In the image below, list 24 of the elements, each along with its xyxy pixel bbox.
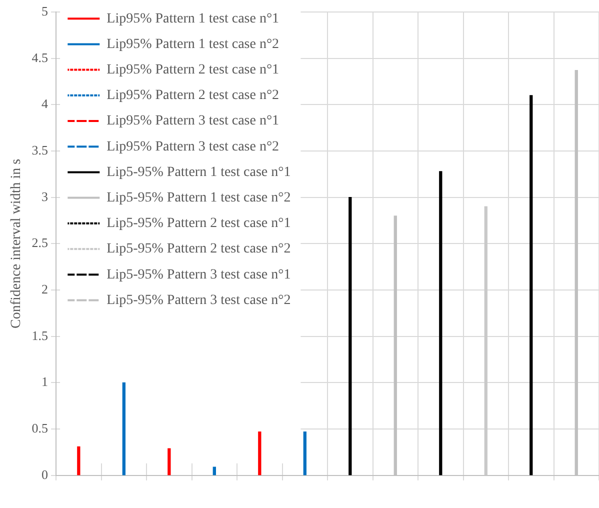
y-tick-label: 0.5 — [32, 420, 48, 436]
y-tick-label: 3 — [42, 188, 48, 204]
y-tick-label: 4 — [42, 96, 49, 112]
legend-label: Lip5-95% Pattern 1 test case n°1 — [106, 164, 291, 180]
y-axis-title: Confidence interval width in s — [9, 158, 24, 328]
y-tick-label: 2.5 — [32, 235, 48, 250]
y-tick-label: 1 — [42, 374, 48, 390]
legend-label: Lip5-95% Pattern 2 test case n°2 — [106, 242, 291, 257]
legend-label: Lip5-95% Pattern 2 test case n°1 — [106, 216, 291, 232]
legend-label: Lip95% Pattern 2 test case n°1 — [106, 62, 280, 78]
legend-label: Lip95% Pattern 1 test case n°1 — [106, 11, 280, 26]
y-tick-label: 2 — [42, 281, 48, 296]
legend-label: Lip95% Pattern 1 test case n°2 — [106, 36, 280, 52]
legend-label: Lip95% Pattern 2 test case n°2 — [106, 88, 280, 104]
legend-label: Lip5-95% Pattern 3 test case n°2 — [106, 292, 291, 308]
legend-label: Lip95% Pattern 3 test case n°2 — [106, 139, 280, 154]
y-tick-label: 4.5 — [32, 50, 48, 65]
y-tick-label: 1.5 — [32, 328, 48, 343]
legend-label: Lip5-95% Pattern 3 test case n°1 — [106, 267, 291, 282]
legend-label: Lip5-95% Pattern 1 test case n°2 — [106, 190, 291, 206]
y-tick-label: 0 — [42, 466, 48, 482]
y-tick-label: 5 — [42, 3, 48, 18]
legend-label: Lip95% Pattern 3 test case n°1 — [106, 114, 280, 129]
y-tick-label: 3.5 — [32, 142, 48, 158]
